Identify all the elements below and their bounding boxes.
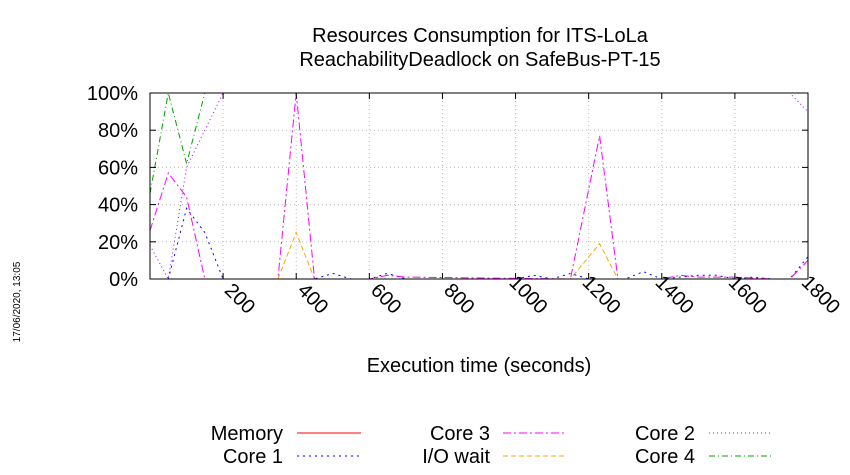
legend-label-core-2: Core 2: [635, 423, 695, 445]
chart-title-line-2: ReachabilityDeadlock on SafeBus-PT-15: [299, 49, 660, 71]
y-axis-ticks: 0% 20% 40% 60% 80% 100%: [87, 83, 808, 291]
series-line-core-1: [150, 207, 809, 280]
legend-label-core-3: Core 3: [430, 423, 490, 445]
y-tick-label: 100%: [87, 83, 138, 105]
y-tick-label: 40%: [98, 195, 138, 217]
y-tick-label: 0%: [109, 269, 138, 291]
x-axis-label: Execution time (seconds): [367, 355, 592, 377]
y-tick-label: 80%: [98, 120, 138, 142]
x-tick-label: 600: [366, 279, 405, 318]
y-tick-label: 60%: [98, 157, 138, 179]
series-line-i-o-wait: [150, 231, 808, 280]
chart-title-line-1: Resources Consumption for ITS-LoLa: [312, 25, 649, 47]
grid-lines: [150, 93, 808, 279]
x-tick-label: 200: [220, 279, 259, 318]
x-tick-label: 400: [293, 279, 332, 318]
series-line-core-4: [149, 92, 808, 194]
legend-label-i-o-wait: I/O wait: [422, 446, 490, 468]
series-line-core-2: [149, 92, 809, 281]
plot-frame: [149, 92, 809, 280]
y-tick-label: 20%: [98, 232, 138, 254]
x-axis-ticks: 200 400 600 800 1000 1200 1400 1600 1800: [220, 93, 844, 319]
legend-label-core-1: Core 1: [223, 446, 283, 468]
legend-label-memory: Memory: [211, 423, 283, 445]
series-line-core-3: [149, 92, 809, 280]
x-tick-label: 800: [439, 279, 478, 318]
series-lines: [149, 92, 809, 281]
timestamp-label: 17/06/2020, 13:05: [12, 261, 23, 342]
legend-label-core-4: Core 4: [635, 446, 695, 468]
